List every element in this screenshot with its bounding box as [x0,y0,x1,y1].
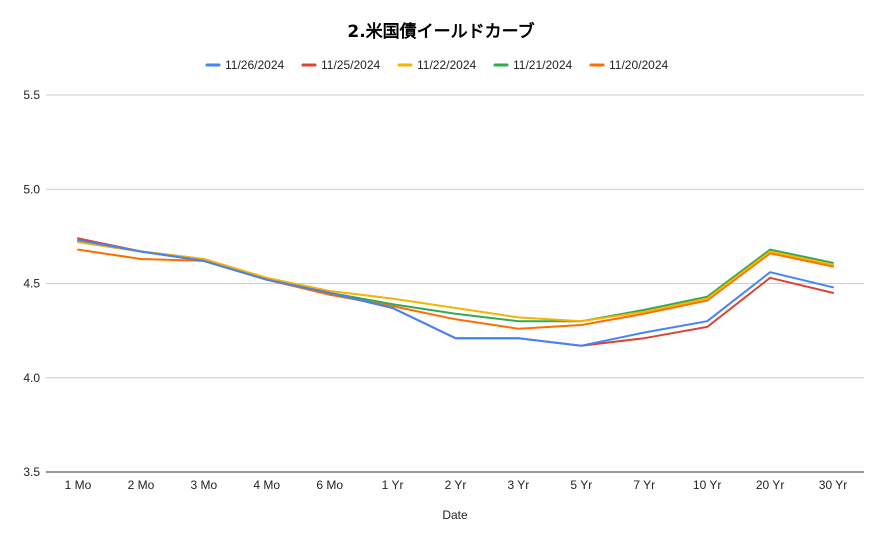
legend-item: 11/22/2024 [397,58,476,72]
x-axis-label: Date [442,508,468,522]
x-tick-label: 1 Mo [65,478,92,492]
x-tick-label: 2 Yr [445,478,467,492]
x-tick-label: 3 Yr [508,478,530,492]
legend-label: 11/20/2024 [609,58,668,72]
y-axis-ticks: 3.5 4.0 4.5 5.0 5.5 [23,88,40,479]
x-tick-label: 10 Yr [693,478,721,492]
y-tick-label: 5.0 [23,182,40,196]
x-tick-label: 2 Mo [128,478,155,492]
x-tick-label: 30 Yr [819,478,847,492]
x-tick-label: 1 Yr [382,478,404,492]
legend-item: 11/21/2024 [493,58,572,72]
legend-item: 11/25/2024 [301,58,380,72]
series-lines [77,237,834,347]
legend-label: 11/21/2024 [513,58,572,72]
gridlines [46,94,864,473]
legend-label: 11/25/2024 [321,58,380,72]
x-tick-label: 4 Mo [253,478,280,492]
chart-title: 2.米国債イールドカーブ [347,21,534,42]
y-tick-label: 3.5 [23,465,40,479]
series-line-11-21-2024 [77,241,834,323]
x-tick-label: 5 Yr [570,478,592,492]
legend: 11/26/2024 11/25/2024 11/22/2024 11/21/2024… [205,58,668,72]
legend-label: 11/26/2024 [225,58,284,72]
x-tick-label: 6 Mo [316,478,343,492]
y-tick-label: 4.5 [23,277,40,291]
legend-label: 11/22/2024 [417,58,476,72]
x-axis-ticks: 1 Mo 2 Mo 3 Mo 4 Mo 6 Mo 1 Yr 2 Yr 3 Yr 5 Yr 7 Yr… [65,478,848,492]
x-tick-label: 20 Yr [756,478,784,492]
series-line-11-22-2024 [77,241,834,323]
x-tick-label: 3 Mo [190,478,217,492]
y-tick-label: 4.0 [23,371,40,385]
series-line-11-26-2024 [77,239,834,347]
y-tick-label: 5.5 [23,88,40,102]
legend-item: 11/26/2024 [205,58,284,72]
x-tick-label: 7 Yr [633,478,655,492]
legend-item: 11/20/2024 [589,58,668,72]
